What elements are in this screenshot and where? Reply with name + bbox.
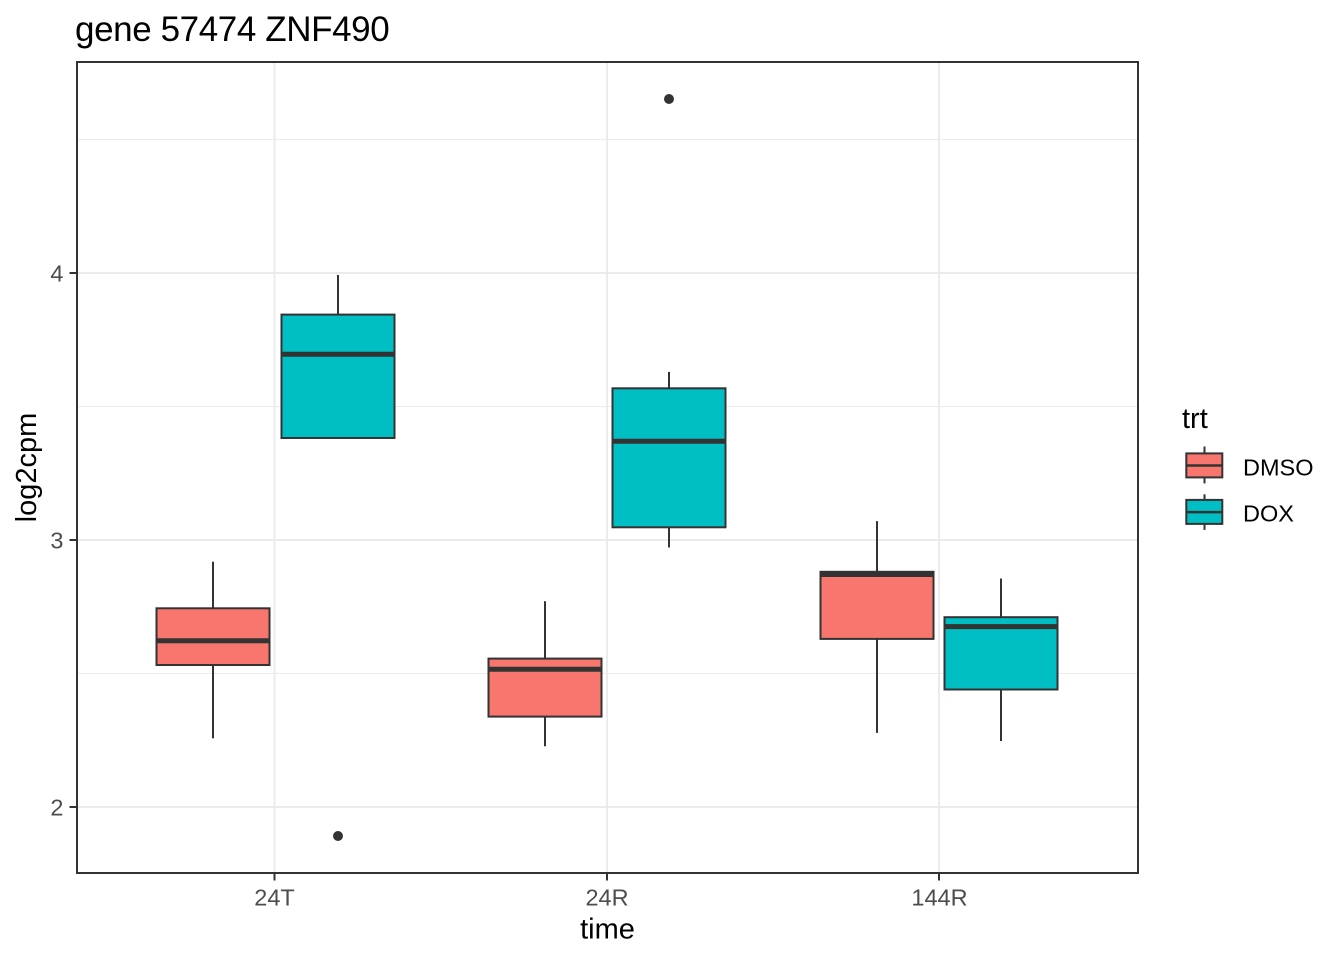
svg-text:DMSO: DMSO [1243,455,1314,481]
svg-text:144R: 144R [911,885,967,911]
svg-text:log2cpm: log2cpm [11,413,43,523]
svg-text:time: time [580,914,635,946]
svg-text:24R: 24R [585,885,628,911]
svg-text:gene 57474 ZNF490: gene 57474 ZNF490 [75,10,389,49]
svg-text:DOX: DOX [1243,501,1294,527]
svg-text:2: 2 [50,795,63,821]
svg-text:24T: 24T [254,885,295,911]
svg-text:trt: trt [1182,403,1208,435]
svg-text:4: 4 [50,261,63,287]
svg-text:3: 3 [50,528,63,554]
